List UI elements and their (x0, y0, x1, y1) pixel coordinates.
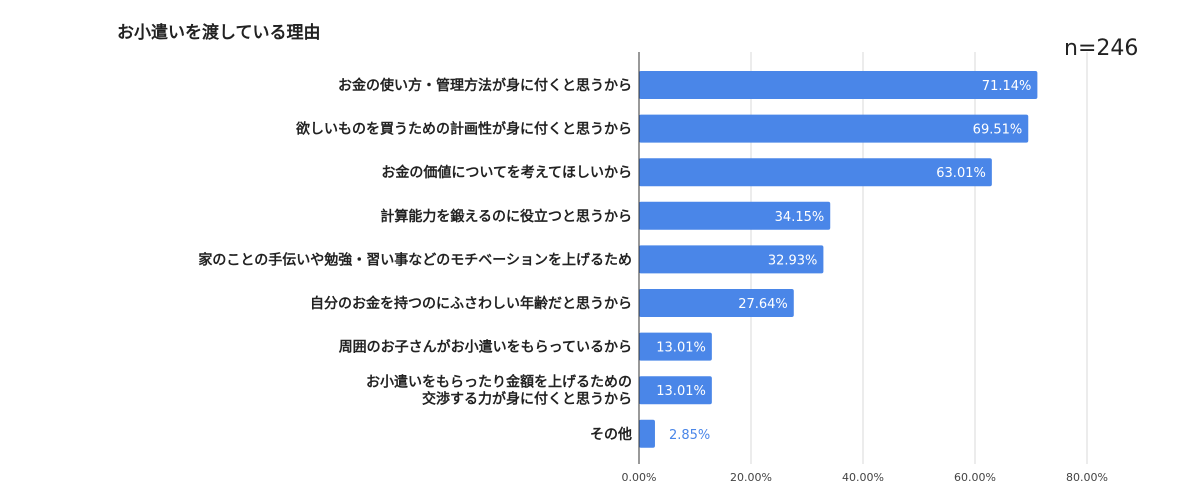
data-labels: 71.14% 69.51% 63.01% 34.15% 32.93% 27.64% 13.0… (656, 79, 1031, 443)
category-label: 計算能力を鍛えるのに役立つと思うから (380, 208, 632, 225)
data-label: 34.15% (775, 210, 825, 225)
data-label: 69.51% (973, 123, 1023, 138)
data-label: 63.01% (936, 166, 986, 181)
data-label: 32.93% (768, 253, 818, 268)
x-tick-label: 0.00% (622, 471, 657, 484)
data-label: 2.85% (669, 428, 710, 443)
bar (639, 419, 655, 448)
x-tick-label: 40.00% (842, 471, 884, 484)
data-label: 13.01% (656, 384, 706, 399)
bar (639, 332, 712, 361)
bar (639, 376, 712, 405)
category-label: その他 (590, 426, 632, 443)
bar (639, 201, 831, 230)
bar (639, 158, 992, 187)
category-label: 自分のお金を持つのにふさわしい年齢だと思うから (310, 295, 632, 312)
data-label: 27.64% (738, 297, 788, 312)
category-label: 周囲のお子さんがお小遣いをもらっているから (339, 339, 632, 356)
x-tick-label: 60.00% (954, 471, 996, 484)
x-tick-label: 20.00% (730, 471, 772, 484)
category-label: 交渉する力が身に付くと思うから (422, 391, 632, 408)
x-axis-ticks: 0.00% 20.00% 40.00% 60.00% 80.00% (622, 471, 1108, 484)
bars (639, 71, 1038, 448)
category-label: お小遣いをもらったり金額を上げるための (366, 374, 632, 391)
bar (639, 289, 794, 317)
data-label: 13.01% (656, 341, 706, 356)
chart-title: お小遣いを渡している理由 (117, 23, 321, 43)
category-label: 欲しいものを買うための計画性が身に付くと思うから (295, 121, 632, 138)
sample-size-label: n=246 (1064, 36, 1139, 61)
x-tick-label: 80.00% (1066, 471, 1108, 484)
bar (639, 114, 1029, 143)
bar (639, 245, 824, 274)
category-labels: お金の使い方・管理方法が身に付くと思うから欲しいものを買うための計画性が身に付く… (198, 77, 632, 443)
category-label: 家のことの手伝いや勉強・習い事などのモチベーションを上げるため (198, 251, 632, 268)
category-label: お金の価値についてを考えてほしいから (381, 164, 632, 181)
category-label: お金の使い方・管理方法が身に付くと思うから (338, 77, 632, 94)
bar (639, 71, 1038, 99)
data-label: 71.14% (982, 79, 1032, 94)
